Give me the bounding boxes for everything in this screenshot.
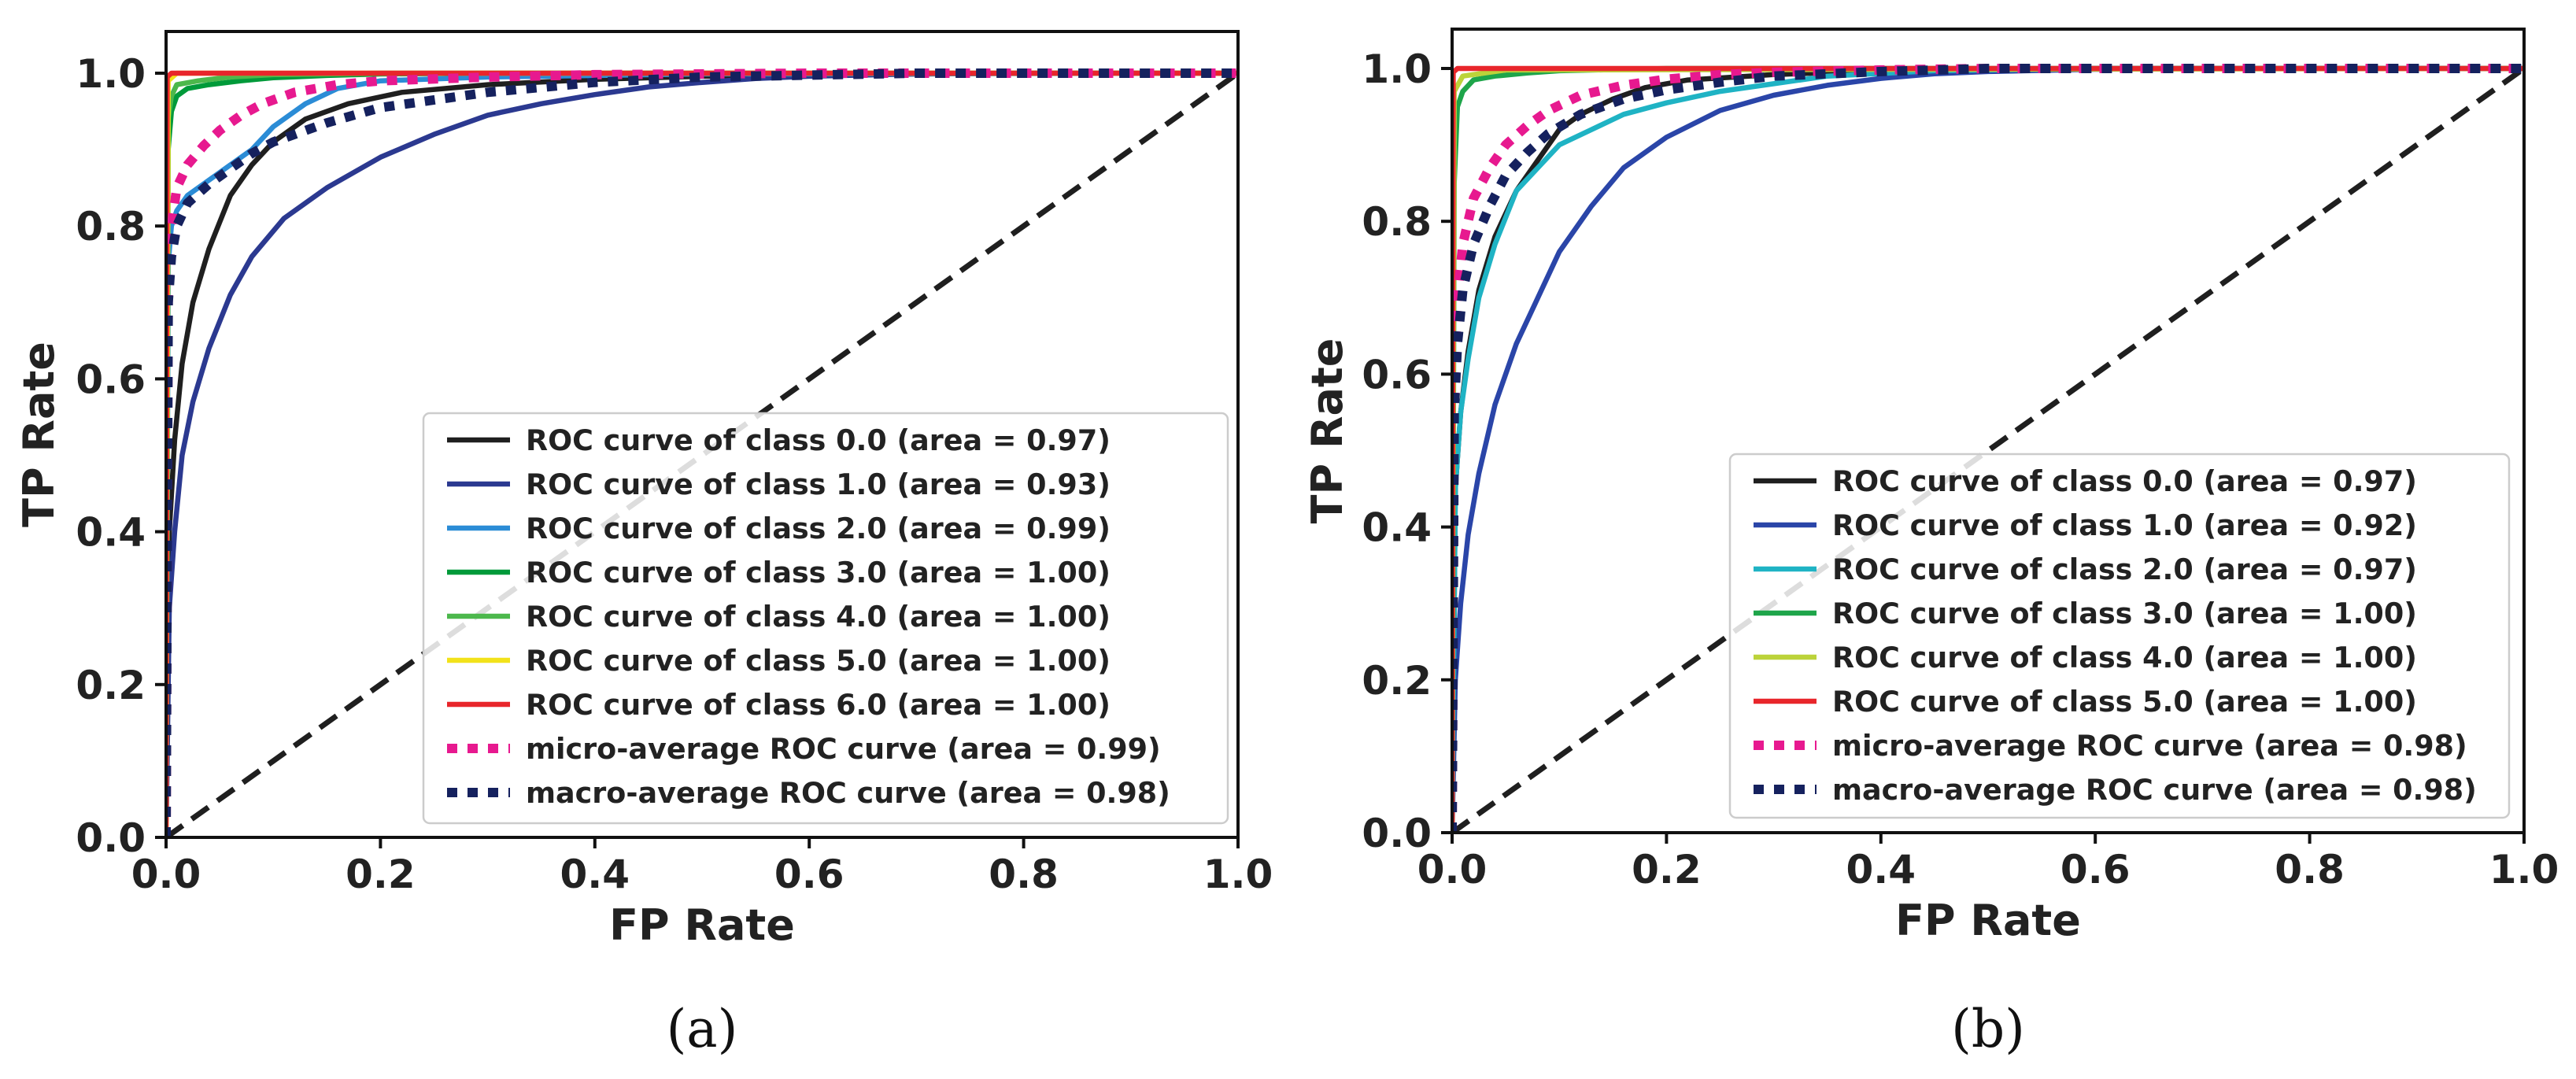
y-tick-label: 1.0: [1362, 46, 1432, 92]
legend-label: ROC curve of class 1.0 (area = 0.93): [526, 467, 1111, 501]
legend-label: ROC curve of class 4.0 (area = 1.00): [1832, 641, 2417, 674]
y-tick-label: 0.2: [1362, 658, 1432, 704]
legend-label: ROC curve of class 2.0 (area = 0.97): [1832, 552, 2417, 586]
panel-caption: (b): [1951, 999, 2025, 1059]
y-tick-label: 1.0: [76, 51, 146, 97]
legend-label: macro-average ROC curve (area = 0.98): [526, 776, 1170, 810]
panel-caption: (a): [667, 999, 738, 1059]
x-axis-label: FP Rate: [1895, 896, 2081, 945]
legend-label: ROC curve of class 6.0 (area = 1.00): [526, 688, 1111, 722]
x-tick-label: 1.0: [2489, 847, 2559, 892]
legend-box: [1728, 453, 2511, 819]
y-tick-label: 0.8: [1362, 199, 1432, 245]
y-tick-label: 0.2: [76, 663, 146, 708]
micro-average-curve: [166, 68, 1238, 837]
legend-label: ROC curve of class 1.0 (area = 0.92): [1832, 508, 2417, 542]
legend-label: micro-average ROC curve (area = 0.99): [526, 732, 1161, 766]
plot-area: [166, 68, 1238, 837]
x-tick-label: 0.6: [774, 852, 844, 897]
x-tick-label: 0.8: [2275, 847, 2345, 892]
legend: ROC curve of class 0.0 (area = 0.97) ROC …: [422, 412, 1229, 825]
axes-frame: [1451, 28, 2526, 834]
x-tick-label: 1.0: [1203, 852, 1273, 897]
y-tick-label: 0.8: [76, 204, 146, 249]
legend: ROC curve of class 0.0 (area = 0.97) ROC …: [1728, 453, 2511, 819]
axes-frame: [164, 30, 1240, 839]
y-tick-label: 0.6: [1362, 352, 1432, 397]
legend-label: ROC curve of class 5.0 (area = 1.00): [526, 644, 1111, 678]
legend-label: ROC curve of class 5.0 (area = 1.00): [1832, 685, 2417, 719]
legend-label: ROC curve of class 3.0 (area = 1.00): [1832, 597, 2417, 630]
legend-label: ROC curve of class 4.0 (area = 1.00): [526, 600, 1111, 634]
panel-a: 0.0 0.2 0.4 0.6 0.8 1.0 0.0 0.2 0.4 0.6 0.8 1.0 FP R…: [14, 30, 1273, 1059]
legend-label: macro-average ROC curve (area = 0.98): [1832, 773, 2477, 807]
x-tick-label: 0.0: [131, 852, 201, 897]
legend-label: ROC curve of class 3.0 (area = 1.00): [526, 556, 1111, 589]
x-tick-label: 0.2: [346, 852, 416, 897]
y-tick-label: 0.6: [76, 357, 146, 402]
y-tick-label: 0.0: [1362, 811, 1432, 856]
legend-box: [422, 412, 1229, 825]
plot-area: [1452, 64, 2524, 833]
x-tick-label: 0.4: [1846, 847, 1916, 892]
y-tick-label: 0.4: [76, 510, 146, 556]
macro-average-curve: [1452, 64, 2524, 833]
x-tick-label: 0.2: [1632, 847, 1702, 892]
x-tick-label: 0.8: [989, 852, 1059, 897]
panel-b: 0.0 0.2 0.4 0.6 0.8 1.0 0.0 0.2 0.4 0.6 0.8 1.0 FP R…: [1303, 28, 2559, 1059]
x-tick-label: 0.4: [560, 852, 630, 897]
legend-label: ROC curve of class 0.0 (area = 0.97): [526, 423, 1111, 457]
legend-label: ROC curve of class 0.0 (area = 0.97): [1832, 464, 2417, 498]
y-axis-label: TP Rate: [1303, 338, 1352, 524]
y-tick-label: 0.0: [76, 815, 146, 861]
macro-average-curve: [166, 68, 1238, 837]
y-tick-label: 0.4: [1362, 505, 1432, 551]
x-tick-label: 0.6: [2060, 847, 2131, 892]
y-axis-label: TP Rate: [14, 342, 64, 527]
legend-label: ROC curve of class 2.0 (area = 0.99): [526, 512, 1111, 545]
x-tick-label: 0.0: [1417, 847, 1488, 892]
legend-label: micro-average ROC curve (area = 0.98): [1832, 729, 2467, 763]
x-axis-label: FP Rate: [609, 900, 795, 950]
